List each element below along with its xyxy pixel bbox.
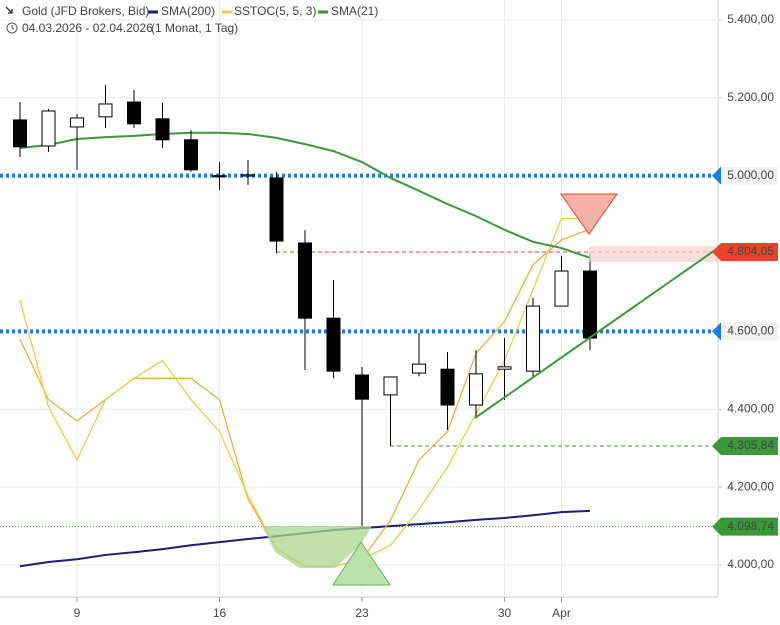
candle-body	[469, 373, 483, 406]
legend-entry: SMA(200)	[161, 4, 215, 18]
level-label-text: 4.600,00	[727, 324, 774, 338]
candle-body	[326, 317, 341, 372]
level-label: 4.305,84	[712, 436, 778, 455]
date-range: 04.03.2026 - 02.04.2026	[22, 21, 153, 35]
candle-body	[526, 305, 540, 372]
x-tick-label: 9	[74, 606, 81, 620]
legend-title: Gold (JFD Brokers, Bid)	[22, 4, 149, 18]
candle-body	[98, 103, 113, 118]
candle-body	[554, 270, 569, 307]
level-label: 4.600,00	[712, 322, 778, 341]
series-line	[19, 131, 591, 259]
trend-line	[474, 247, 719, 419]
candle-body	[497, 366, 512, 370]
candle-body	[440, 368, 455, 406]
level-label-text: 4.305,84	[727, 438, 774, 452]
level-label: 4.804,05	[712, 242, 778, 261]
candle-body	[13, 119, 27, 148]
candle-body	[127, 101, 141, 125]
level-label-bg	[712, 436, 778, 455]
level-label-bg	[712, 517, 778, 536]
level-label-text: 5.000,00	[727, 168, 774, 182]
buy-triangle	[332, 541, 391, 586]
level-label-text: 4.098,74	[727, 519, 774, 533]
interval: (1 Monat, 1 Tag)	[151, 21, 238, 35]
y-tick-label: 5.200,00	[727, 90, 774, 104]
level-label-text: 4.804,05	[727, 244, 774, 258]
x-tick-label: 16	[213, 606, 227, 620]
level-label: 4.098,74	[712, 517, 778, 536]
level-label-bg	[712, 166, 778, 185]
candle-body	[355, 374, 369, 400]
clock-icon	[6, 22, 18, 34]
candle-body	[41, 110, 56, 147]
x-tick-label: 23	[355, 606, 369, 620]
arrow-icon	[5, 6, 13, 14]
candle-body	[184, 139, 198, 171]
legend-entry: SMA(21)	[331, 4, 378, 18]
legend: Gold (JFD Brokers, Bid) SMA(200) SSTOC(5…	[5, 4, 378, 35]
x-tick-label: Apr	[552, 606, 571, 620]
candle-body	[583, 270, 597, 339]
candle-body	[241, 174, 255, 177]
sell-triangle	[560, 193, 618, 235]
clock-hand	[11, 25, 15, 30]
candle-body	[383, 376, 398, 396]
level-label-bg	[712, 322, 778, 341]
candle-body	[212, 175, 227, 178]
x-tick-label: 30	[498, 606, 512, 620]
resistance-zone	[589, 246, 718, 262]
shaded-zone	[262, 526, 372, 568]
legend-entry: SSTOC(5, 5, 3)	[234, 4, 316, 18]
y-tick-label: 4.200,00	[727, 479, 774, 493]
candle-body	[298, 242, 312, 319]
candle-body	[70, 117, 84, 128]
candle-body	[269, 177, 284, 242]
y-tick-label: 4.400,00	[727, 401, 774, 415]
level-label: 5.000,00	[712, 166, 778, 185]
level-label-bg	[712, 242, 778, 261]
level-label-tip	[712, 322, 721, 341]
candle-body	[155, 118, 170, 141]
level-label-tip	[712, 166, 721, 185]
y-tick-label: 4.000,00	[727, 557, 774, 571]
y-tick-label: 5.400,00	[727, 12, 774, 26]
candle-body	[412, 363, 426, 374]
